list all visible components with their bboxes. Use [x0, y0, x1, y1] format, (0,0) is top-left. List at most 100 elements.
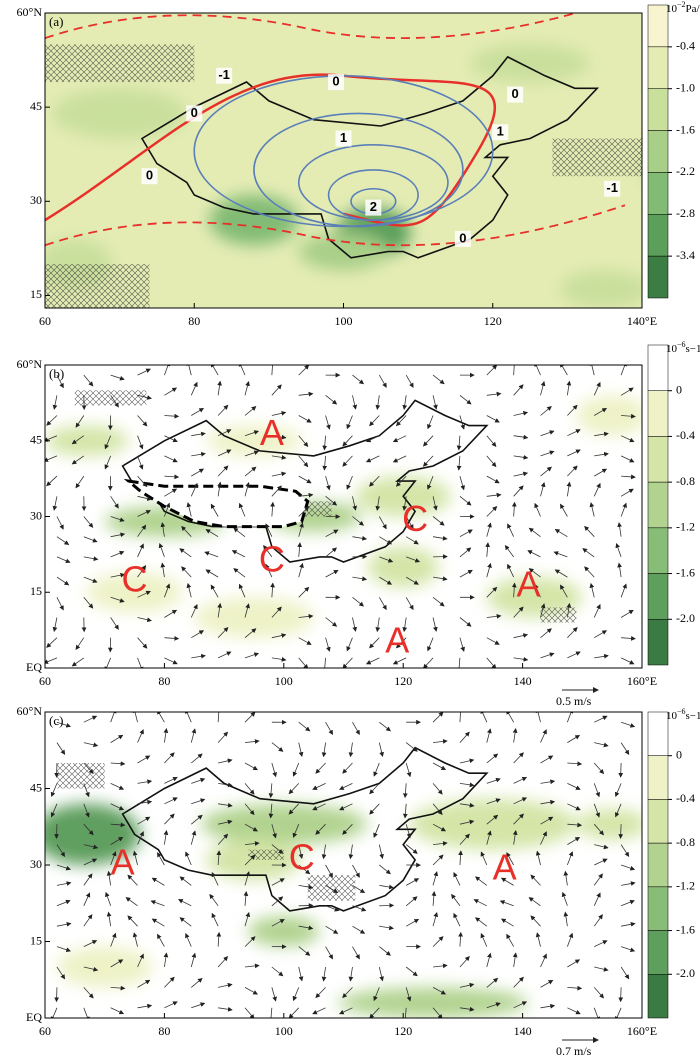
shaded-area	[338, 987, 529, 1018]
hatched-area	[552, 139, 656, 177]
colorbar-swatch	[648, 574, 668, 620]
circulation-center: A	[260, 412, 284, 453]
streamline-arrow	[621, 824, 622, 838]
shaded-area	[367, 547, 439, 587]
x-tick-label: 100	[275, 1024, 293, 1038]
unit-exponent: −2	[677, 0, 686, 9]
y-tick-label: 15	[30, 933, 42, 947]
y-tick-label: 30	[30, 508, 42, 522]
contour-label: -1	[218, 67, 230, 82]
x-tick-label: 100	[335, 314, 353, 328]
colorbar-tick-label: -0.8	[676, 474, 695, 488]
y-tick-label: 60°N	[17, 357, 43, 371]
hatched-area	[75, 390, 147, 405]
colorbar-tick-label: -2.8	[676, 206, 695, 220]
contour-label: 0	[191, 105, 198, 120]
colorbar-unit: 10−6s−1	[666, 340, 700, 355]
colorbar-swatch	[648, 5, 668, 47]
contour-label: 1	[340, 130, 347, 145]
streamline-arrow	[621, 987, 622, 1001]
contour-label: 1	[497, 124, 504, 139]
y-tick-label: 60°N	[17, 704, 43, 718]
contour-label: 0	[146, 168, 153, 183]
map-content	[38, 0, 700, 314]
x-tick-label: 120	[394, 674, 412, 688]
colorbar-swatch	[648, 799, 668, 843]
unit-base: 10	[666, 343, 678, 355]
contour-label: 0	[512, 86, 519, 101]
hatched-area	[57, 763, 105, 789]
y-tick-label: 30	[30, 857, 42, 871]
colorbar-tick-label: -3.4	[676, 248, 695, 262]
colorbar-swatch	[648, 712, 668, 756]
colorbar-tick-label: -2.0	[676, 611, 695, 625]
shaded-area	[45, 426, 129, 456]
colorbar-swatch	[648, 89, 668, 131]
circulation-center: A	[111, 842, 135, 883]
colorbar-tick-label: -1.6	[676, 922, 695, 936]
y-tick-label: 60°N	[17, 5, 43, 19]
contour-label: 2	[370, 199, 377, 214]
x-tick-label: 80	[188, 314, 200, 328]
colorbar-unit: 10−6s−1	[666, 707, 700, 722]
colorbar-tick-label: -2.2	[676, 164, 695, 178]
shaded-area	[57, 947, 153, 988]
colorbar-swatch	[648, 756, 668, 800]
x-tick-label: 60	[39, 1024, 51, 1038]
shaded-area	[52, 88, 186, 138]
shaded-area	[194, 597, 313, 637]
colorbar-swatch	[648, 974, 668, 1018]
circulation-center: C	[402, 498, 428, 539]
shaded-area	[200, 804, 367, 845]
colorbar-swatch	[648, 887, 668, 931]
hatched-area	[541, 607, 577, 622]
y-tick-label: 45	[30, 99, 42, 113]
colorbar-swatch	[648, 931, 668, 975]
colorbar-tick-label: -1.0	[676, 80, 695, 94]
y-tick-label: 45	[30, 433, 42, 447]
circulation-center: A	[517, 564, 541, 605]
colorbar-tick-label: 0	[676, 747, 682, 761]
colorbar-swatch	[648, 619, 668, 665]
unit-name: Pa/s	[686, 3, 700, 15]
colorbar-tick-label: 0	[676, 382, 682, 396]
colorbar-tick-label: -2.0	[676, 966, 695, 980]
colorbar-tick-label: -1.2	[676, 879, 695, 893]
reference-label: 0.5 m/s	[556, 694, 592, 708]
circulation-center: A	[493, 847, 517, 888]
x-tick-label: 160°E	[627, 1024, 657, 1038]
x-tick-label: 80	[158, 674, 170, 688]
colorbar-swatch	[648, 47, 668, 89]
colorbar-swatch	[648, 391, 668, 437]
unit-exponent: −6	[677, 340, 686, 349]
colorbar-swatch	[648, 843, 668, 887]
circulation-center: A	[385, 619, 409, 660]
circulation-center: C	[289, 836, 315, 877]
colorbar-tick-label: -0.4	[676, 791, 695, 805]
colorbar-swatch	[648, 345, 668, 391]
y-tick-label: 45	[30, 780, 42, 794]
circulation-center: C	[259, 538, 285, 579]
colorbar-tick-label: -0.4	[676, 428, 695, 442]
x-tick-label: 60	[39, 674, 51, 688]
panel-label: (a)	[49, 14, 63, 29]
x-tick-label: 60	[39, 314, 51, 328]
shaded-area	[576, 809, 648, 840]
hatched-area	[45, 264, 149, 314]
colorbar-tick-label: -0.8	[676, 835, 695, 849]
unit-base: 10	[666, 3, 678, 15]
unit-base: 10	[666, 710, 678, 722]
unit-exponent: −6	[677, 707, 686, 716]
panel-label: (b)	[49, 366, 64, 381]
colorbar-swatch	[648, 214, 668, 256]
x-tick-label: 140	[514, 674, 532, 688]
colorbar-swatch	[648, 482, 668, 528]
unit-name: s−1	[686, 343, 700, 355]
contour-label: -1	[606, 180, 618, 195]
panel-label: (c)	[49, 713, 63, 728]
x-tick-label: 160°E	[627, 674, 657, 688]
